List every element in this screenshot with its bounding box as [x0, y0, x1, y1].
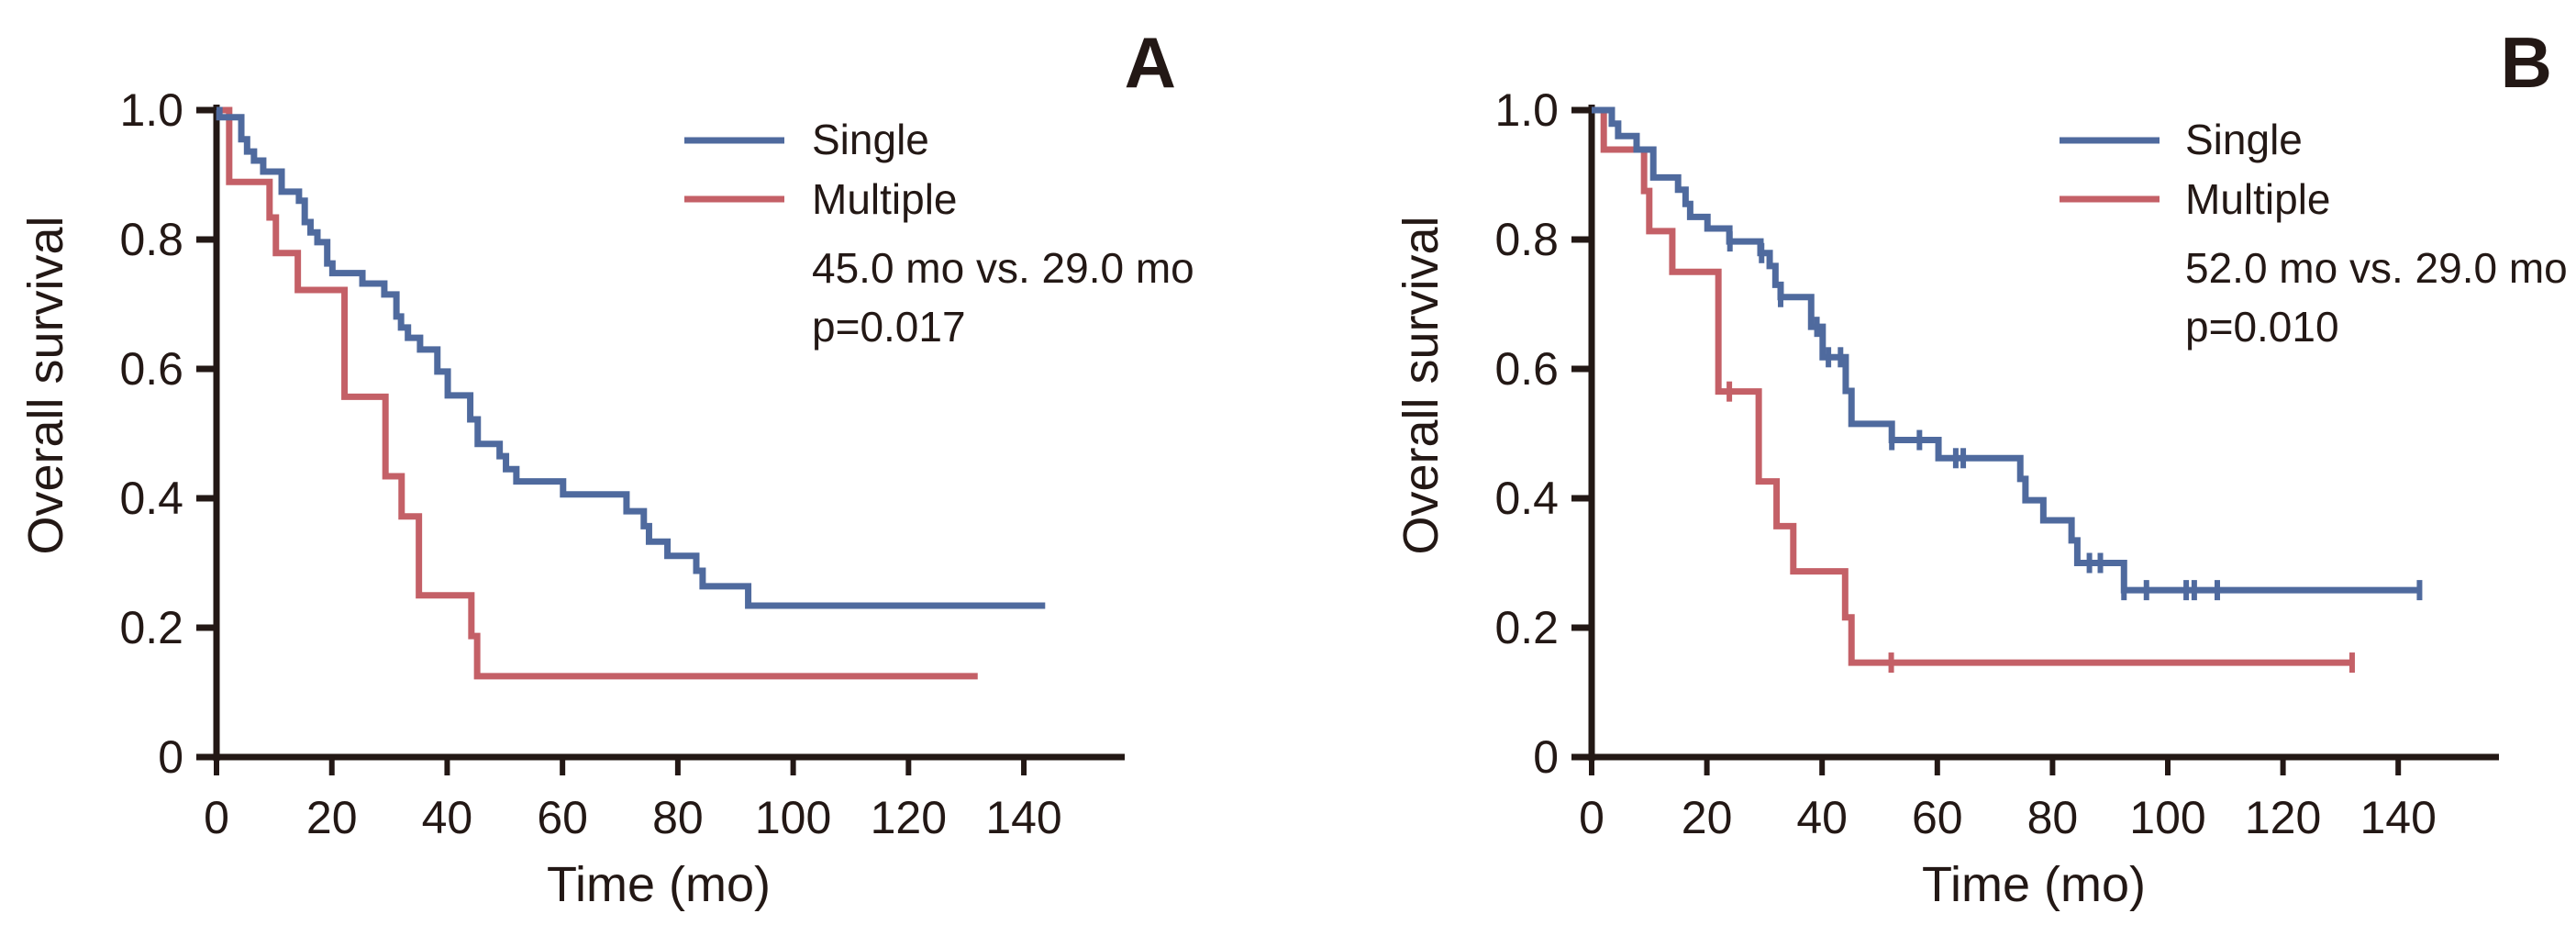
- y-tick-label: 0.2: [1494, 602, 1559, 653]
- legend-label-multiple: Multiple: [812, 175, 958, 223]
- y-tick-label: 0.8: [119, 214, 183, 265]
- p-value-annotation: p=0.017: [812, 303, 966, 351]
- survival-curve-single: [216, 106, 1046, 609]
- x-tick-label: 120: [2245, 792, 2321, 843]
- x-tick-label: 100: [755, 792, 831, 843]
- legend: Single Multiple 45.0 mo vs. 29.0 mo p=0.…: [684, 116, 1194, 351]
- y-tick-label: 0: [1533, 731, 1559, 783]
- y-tick-label: 0.4: [119, 473, 183, 524]
- y-tick-label: 0: [158, 731, 183, 783]
- series-single: [1592, 106, 2423, 601]
- x-tick-label: 40: [1796, 792, 1848, 843]
- x-tick-label: 0: [1579, 792, 1604, 843]
- y-tick-label: 1.0: [1494, 84, 1559, 136]
- series-multiple: [217, 106, 978, 680]
- panel-label: A: [1125, 22, 1176, 103]
- legend: Single Multiple 52.0 mo vs. 29.0 mo p=0.…: [2060, 116, 2568, 351]
- x-tick-label: 20: [1682, 792, 1733, 843]
- y-tick-label: 1.0: [119, 84, 183, 136]
- axes: 0 0.2 0.4 0.6 0.8 1.0 0 20 40 60 80 100 120 140: [119, 84, 1125, 843]
- series-multiple: [1592, 106, 2355, 674]
- legend-label-single: Single: [2185, 116, 2303, 163]
- y-tick-label: 0.8: [1494, 214, 1559, 265]
- x-tick-label: 0: [204, 792, 229, 843]
- y-axis-title: Overall survival: [18, 216, 73, 554]
- x-tick-label: 60: [537, 792, 588, 843]
- x-tick-label: 140: [985, 792, 1061, 843]
- panel-a: A Overall survival Time (mo) Single Mult…: [18, 22, 1194, 912]
- legend-label-multiple: Multiple: [2185, 175, 2331, 223]
- x-tick-label: 20: [306, 792, 358, 843]
- x-tick-label: 60: [1912, 792, 1963, 843]
- survival-curve-multiple: [1592, 106, 2352, 666]
- y-tick-label: 0.2: [119, 602, 183, 653]
- p-value-annotation: p=0.010: [2185, 303, 2339, 351]
- x-tick-label: 80: [2027, 792, 2079, 843]
- x-tick-label: 140: [2359, 792, 2436, 843]
- x-tick-label: 80: [652, 792, 704, 843]
- y-tick-label: 0.6: [119, 343, 183, 395]
- x-tick-label: 40: [422, 792, 473, 843]
- survival-curve-multiple: [217, 106, 978, 680]
- legend-label-single: Single: [812, 116, 929, 163]
- panel-label: B: [2501, 22, 2552, 103]
- x-tick-label: 100: [2129, 792, 2205, 843]
- median-survival-annotation: 45.0 mo vs. 29.0 mo: [812, 244, 1194, 292]
- y-tick-label: 0.6: [1494, 343, 1559, 395]
- series-single: [216, 106, 1046, 609]
- x-tick-label: 120: [871, 792, 947, 843]
- y-tick-label: 0.4: [1494, 473, 1559, 524]
- panel-b: B Overall survival Time (mo) Single Mult…: [1393, 22, 2568, 912]
- y-axis-title: Overall survival: [1393, 216, 1449, 554]
- x-axis-title: Time (mo): [547, 857, 771, 912]
- axes: 0 0.2 0.4 0.6 0.8 1.0 0 20 40 60 80 100 120 140: [1494, 84, 2499, 843]
- x-axis-title: Time (mo): [1922, 857, 2146, 912]
- median-survival-annotation: 52.0 mo vs. 29.0 mo: [2185, 244, 2568, 292]
